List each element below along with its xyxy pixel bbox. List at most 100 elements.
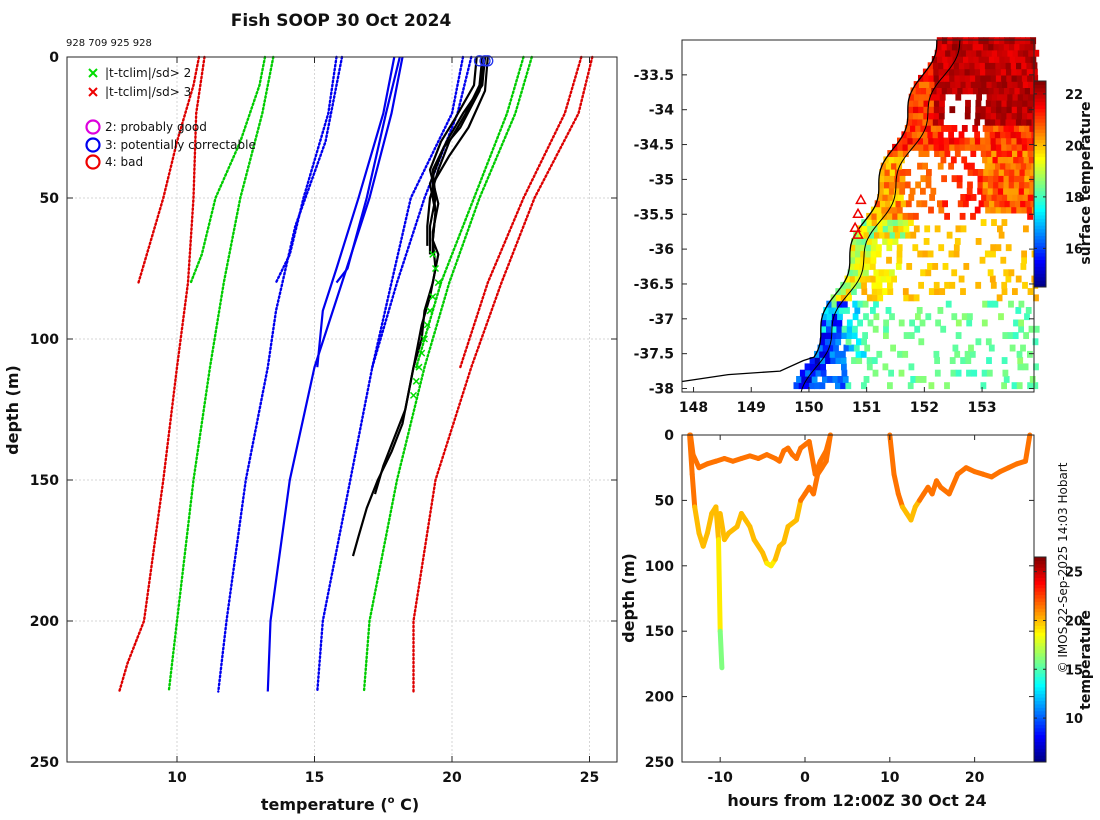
map-y-tick-label: -33.5 <box>634 68 674 84</box>
sst-cell <box>944 74 950 82</box>
sst-cell <box>885 307 892 314</box>
sst-cell <box>991 93 998 101</box>
sst-cell <box>1021 137 1028 145</box>
sst-cell <box>922 250 929 258</box>
sst-cell <box>994 200 1000 208</box>
sst-cell <box>990 143 997 151</box>
sst-cell <box>887 281 893 289</box>
sst-cell <box>1032 382 1039 390</box>
sst-cell <box>1012 288 1018 295</box>
sst-cell <box>826 325 832 333</box>
sst-cell <box>814 357 821 364</box>
platform-ids: 928 709 925 928 <box>66 38 152 49</box>
sst-cell <box>824 350 831 358</box>
sst-cell <box>902 137 908 145</box>
sst-cell <box>1004 200 1011 208</box>
sst-cell <box>925 175 932 183</box>
sst-cell <box>992 300 999 308</box>
sst-cell <box>906 263 913 270</box>
sst-cell <box>827 344 834 352</box>
sst-cell <box>969 74 976 82</box>
sst-cell <box>876 281 883 289</box>
sst-cell <box>942 263 949 270</box>
sst-cell <box>912 137 919 145</box>
sst-cell <box>929 81 936 88</box>
sst-cell <box>1006 206 1012 214</box>
transect-colorbar-band <box>1034 656 1046 660</box>
sst-cell <box>1020 344 1026 352</box>
sst-cell <box>908 363 915 371</box>
legend-label: 3: potentially correctable <box>105 138 256 152</box>
sst-cell <box>1001 288 1008 295</box>
sst-cell <box>863 231 870 239</box>
sst-cell <box>966 319 973 327</box>
sst-cell <box>896 256 903 264</box>
sst-cell <box>1019 125 1025 132</box>
sst-cell <box>1001 143 1007 151</box>
sst-cell <box>927 131 934 139</box>
sst-cell <box>874 200 881 208</box>
transect-colorbar-tick-label: 20 <box>1065 614 1083 629</box>
sst-cell <box>883 269 890 277</box>
y-tick-label: 200 <box>30 614 59 630</box>
map-colorbar-band <box>1034 163 1046 168</box>
sst-cell <box>988 37 995 45</box>
sst-cell <box>934 150 940 157</box>
sst-cell <box>961 313 968 321</box>
sst-cell <box>1016 137 1023 145</box>
sst-cell <box>954 150 961 157</box>
sst-cell <box>971 369 978 377</box>
sst-cell <box>937 200 943 208</box>
transect-segment <box>717 511 727 543</box>
sst-cell <box>913 225 920 233</box>
qc-flag-x-marker <box>420 335 429 343</box>
sst-cell <box>898 369 905 377</box>
sst-cell <box>1010 118 1017 126</box>
sst-cell <box>876 244 882 252</box>
qc-flag-circle-marker <box>482 55 494 67</box>
sst-cell <box>951 175 958 183</box>
transect-colorbar-band <box>1034 686 1046 691</box>
sst-cell <box>845 281 852 289</box>
sst-cell <box>861 382 867 390</box>
sst-cell <box>974 118 981 126</box>
sst-cell <box>1005 62 1012 70</box>
qc-flag-x-marker <box>409 391 418 399</box>
sst-cell <box>987 175 994 183</box>
sst-cell <box>846 325 853 333</box>
transect-colorbar-band <box>1034 693 1046 698</box>
sst-cell <box>888 369 894 377</box>
sst-cell <box>873 313 880 321</box>
sst-cell <box>969 350 976 358</box>
sst-cell <box>915 181 921 189</box>
sst-cell <box>990 106 997 114</box>
sst-cell <box>840 357 847 364</box>
sst-cell <box>999 200 1006 208</box>
sst-cell <box>933 143 940 151</box>
sst-cell <box>949 137 955 145</box>
sst-cell <box>1009 43 1015 51</box>
sst-cell <box>994 56 1000 63</box>
sst-cell <box>870 244 877 252</box>
sst-cell <box>966 369 972 377</box>
sst-cell <box>904 125 911 132</box>
map-y-tick-label: -36 <box>649 242 674 258</box>
legend-marker-x <box>88 87 98 97</box>
sst-cell <box>932 131 939 139</box>
map-y-tick-label: -35.5 <box>634 207 674 223</box>
map-colorbar-band <box>1034 177 1046 182</box>
sst-cell <box>871 219 878 226</box>
sst-cell <box>1000 118 1007 126</box>
sst-cell <box>917 131 923 139</box>
sst-cell <box>1007 81 1013 88</box>
sst-cell <box>850 244 856 252</box>
sst-cell <box>870 307 876 314</box>
sst-cell <box>959 212 966 220</box>
sst-cell <box>897 350 903 358</box>
sst-cell <box>1002 332 1009 339</box>
sst-cell <box>950 156 957 164</box>
sst-cell <box>939 106 945 114</box>
sst-cell <box>895 263 902 270</box>
sst-cell <box>998 87 1005 95</box>
transect-colorbar-band <box>1034 567 1046 572</box>
